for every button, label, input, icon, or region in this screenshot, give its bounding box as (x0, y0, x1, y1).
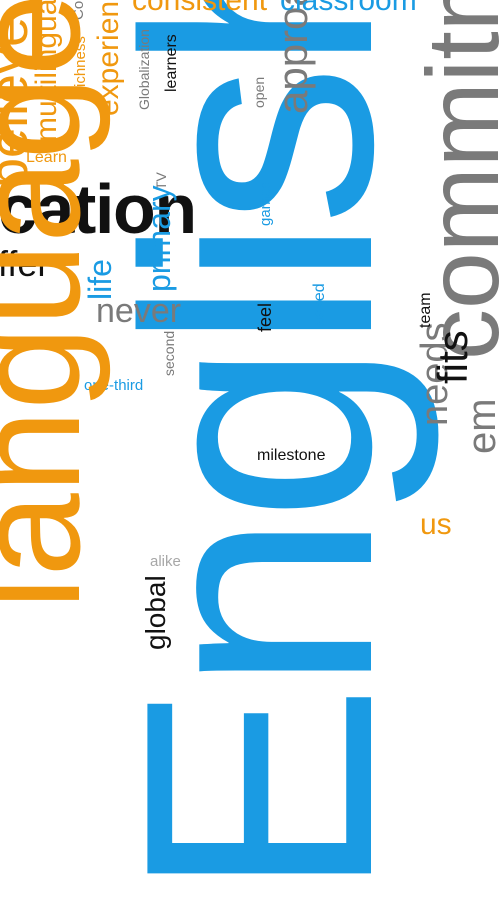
word-approach: approach (269, 0, 316, 114)
word-us: us (420, 508, 452, 541)
word-asked: asked (311, 283, 328, 326)
word-language: language (0, 0, 111, 610)
word-milestone: milestone (257, 447, 326, 464)
word-global: global (140, 575, 171, 650)
word-games: games (257, 180, 274, 226)
word-never: never (96, 292, 182, 330)
word-learn: Learn (26, 149, 67, 166)
word-em: em (460, 398, 501, 454)
word-learners: learners (163, 34, 180, 92)
word-offer: ffer (0, 243, 50, 284)
word-team: team (417, 292, 434, 328)
word-alike: alike (150, 553, 181, 570)
word-second: second (161, 330, 177, 376)
word-fits: fits (429, 330, 476, 384)
word-open: open (251, 76, 267, 108)
word-globalization: Globalization (136, 29, 152, 110)
word-feel: feel (255, 302, 275, 332)
word-education: cation (0, 170, 197, 248)
word-primary: primary (141, 185, 177, 292)
word-classroom: classroom (280, 0, 417, 17)
word-one-third: one-third (84, 377, 144, 394)
word-consistent: consistent (132, 0, 268, 17)
